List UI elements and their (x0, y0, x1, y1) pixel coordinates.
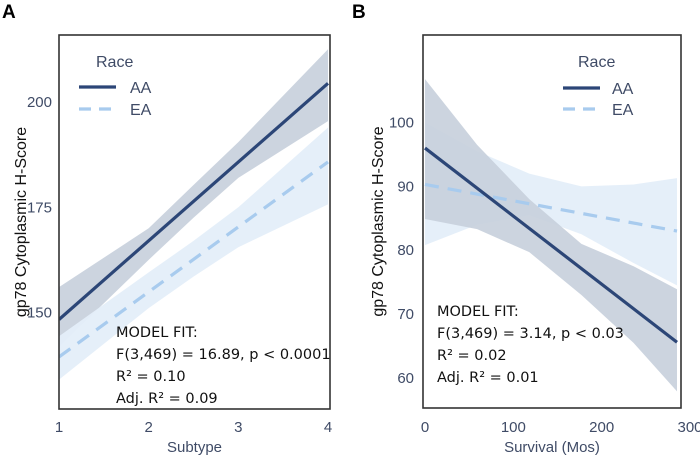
x-tick-label: 1 (55, 419, 63, 436)
y-tick-label: 100 (389, 115, 414, 132)
y-tick-label: 80 (397, 242, 414, 259)
model-fit-text: R² = 0.02 (437, 348, 507, 364)
x-tick-label: 300 (677, 419, 700, 436)
legend: Race AA EA (563, 54, 634, 119)
confidence-band-ea (59, 127, 328, 380)
model-fit-text: R² = 0.10 (116, 369, 186, 385)
y-tick-label: 150 (27, 304, 52, 321)
regression-line-aa (424, 146, 678, 344)
x-tick-label: 3 (234, 419, 242, 436)
plot-area (424, 79, 678, 392)
y-tick-label: 60 (397, 370, 414, 387)
model-fit-text: Adj. R² = 0.01 (437, 370, 539, 386)
panel-label: B (352, 2, 366, 23)
y-tick-label: 175 (27, 199, 52, 216)
legend-label-ea: EA (130, 102, 152, 119)
model-fit-text: MODEL FIT: (437, 304, 519, 320)
legend: Race AA EA (79, 54, 152, 119)
confidence-band-aa (425, 79, 677, 392)
legend-label-aa: AA (130, 80, 152, 97)
regression-line-aa (59, 82, 330, 321)
model-fit-text: F(3,469) = 16.89, p < 0.0001 (116, 347, 331, 363)
y-axis-label: gp78 Cytoplasmic H-Score (13, 127, 30, 317)
legend-label-aa: AA (612, 81, 634, 98)
x-axis-label: Survival (Mos) (504, 439, 600, 455)
model-fit-text: MODEL FIT: (116, 325, 198, 341)
model-fit-text: F(3,469) = 3.14, p < 0.03 (437, 326, 624, 342)
panel-a: A 150 175 200 1 2 3 4 Subtype gp78 Cytoplasmic H-… (2, 2, 332, 455)
x-tick-label: 0 (421, 419, 429, 436)
y-tick-label: 200 (27, 94, 52, 111)
x-tick-label: 2 (144, 419, 152, 436)
x-tick-label: 200 (589, 419, 614, 436)
plot-area (59, 49, 330, 380)
plot-frame (58, 34, 331, 410)
regression-line-ea (424, 182, 678, 233)
confidence-band-aa (59, 49, 328, 347)
legend-title: Race (96, 54, 133, 71)
y-axis-label: gp78 Cytoplasmic H-Score (370, 126, 387, 316)
panel-label: A (2, 2, 16, 23)
legend-title: Race (578, 54, 615, 71)
x-tick-label: 4 (324, 419, 332, 436)
panel-b: B 60 70 80 90 100 0 100 200 300 Survival (Mos) gp78… (352, 2, 700, 455)
plot-frame (422, 34, 682, 409)
y-tick-label: 90 (397, 178, 414, 195)
y-tick-label: 70 (397, 306, 414, 323)
x-tick-label: 100 (501, 419, 526, 436)
x-axis-label: Subtype (167, 439, 222, 455)
legend-label-ea: EA (612, 102, 634, 119)
model-fit-text: Adj. R² = 0.09 (116, 391, 218, 407)
regression-line-ea (59, 160, 329, 359)
